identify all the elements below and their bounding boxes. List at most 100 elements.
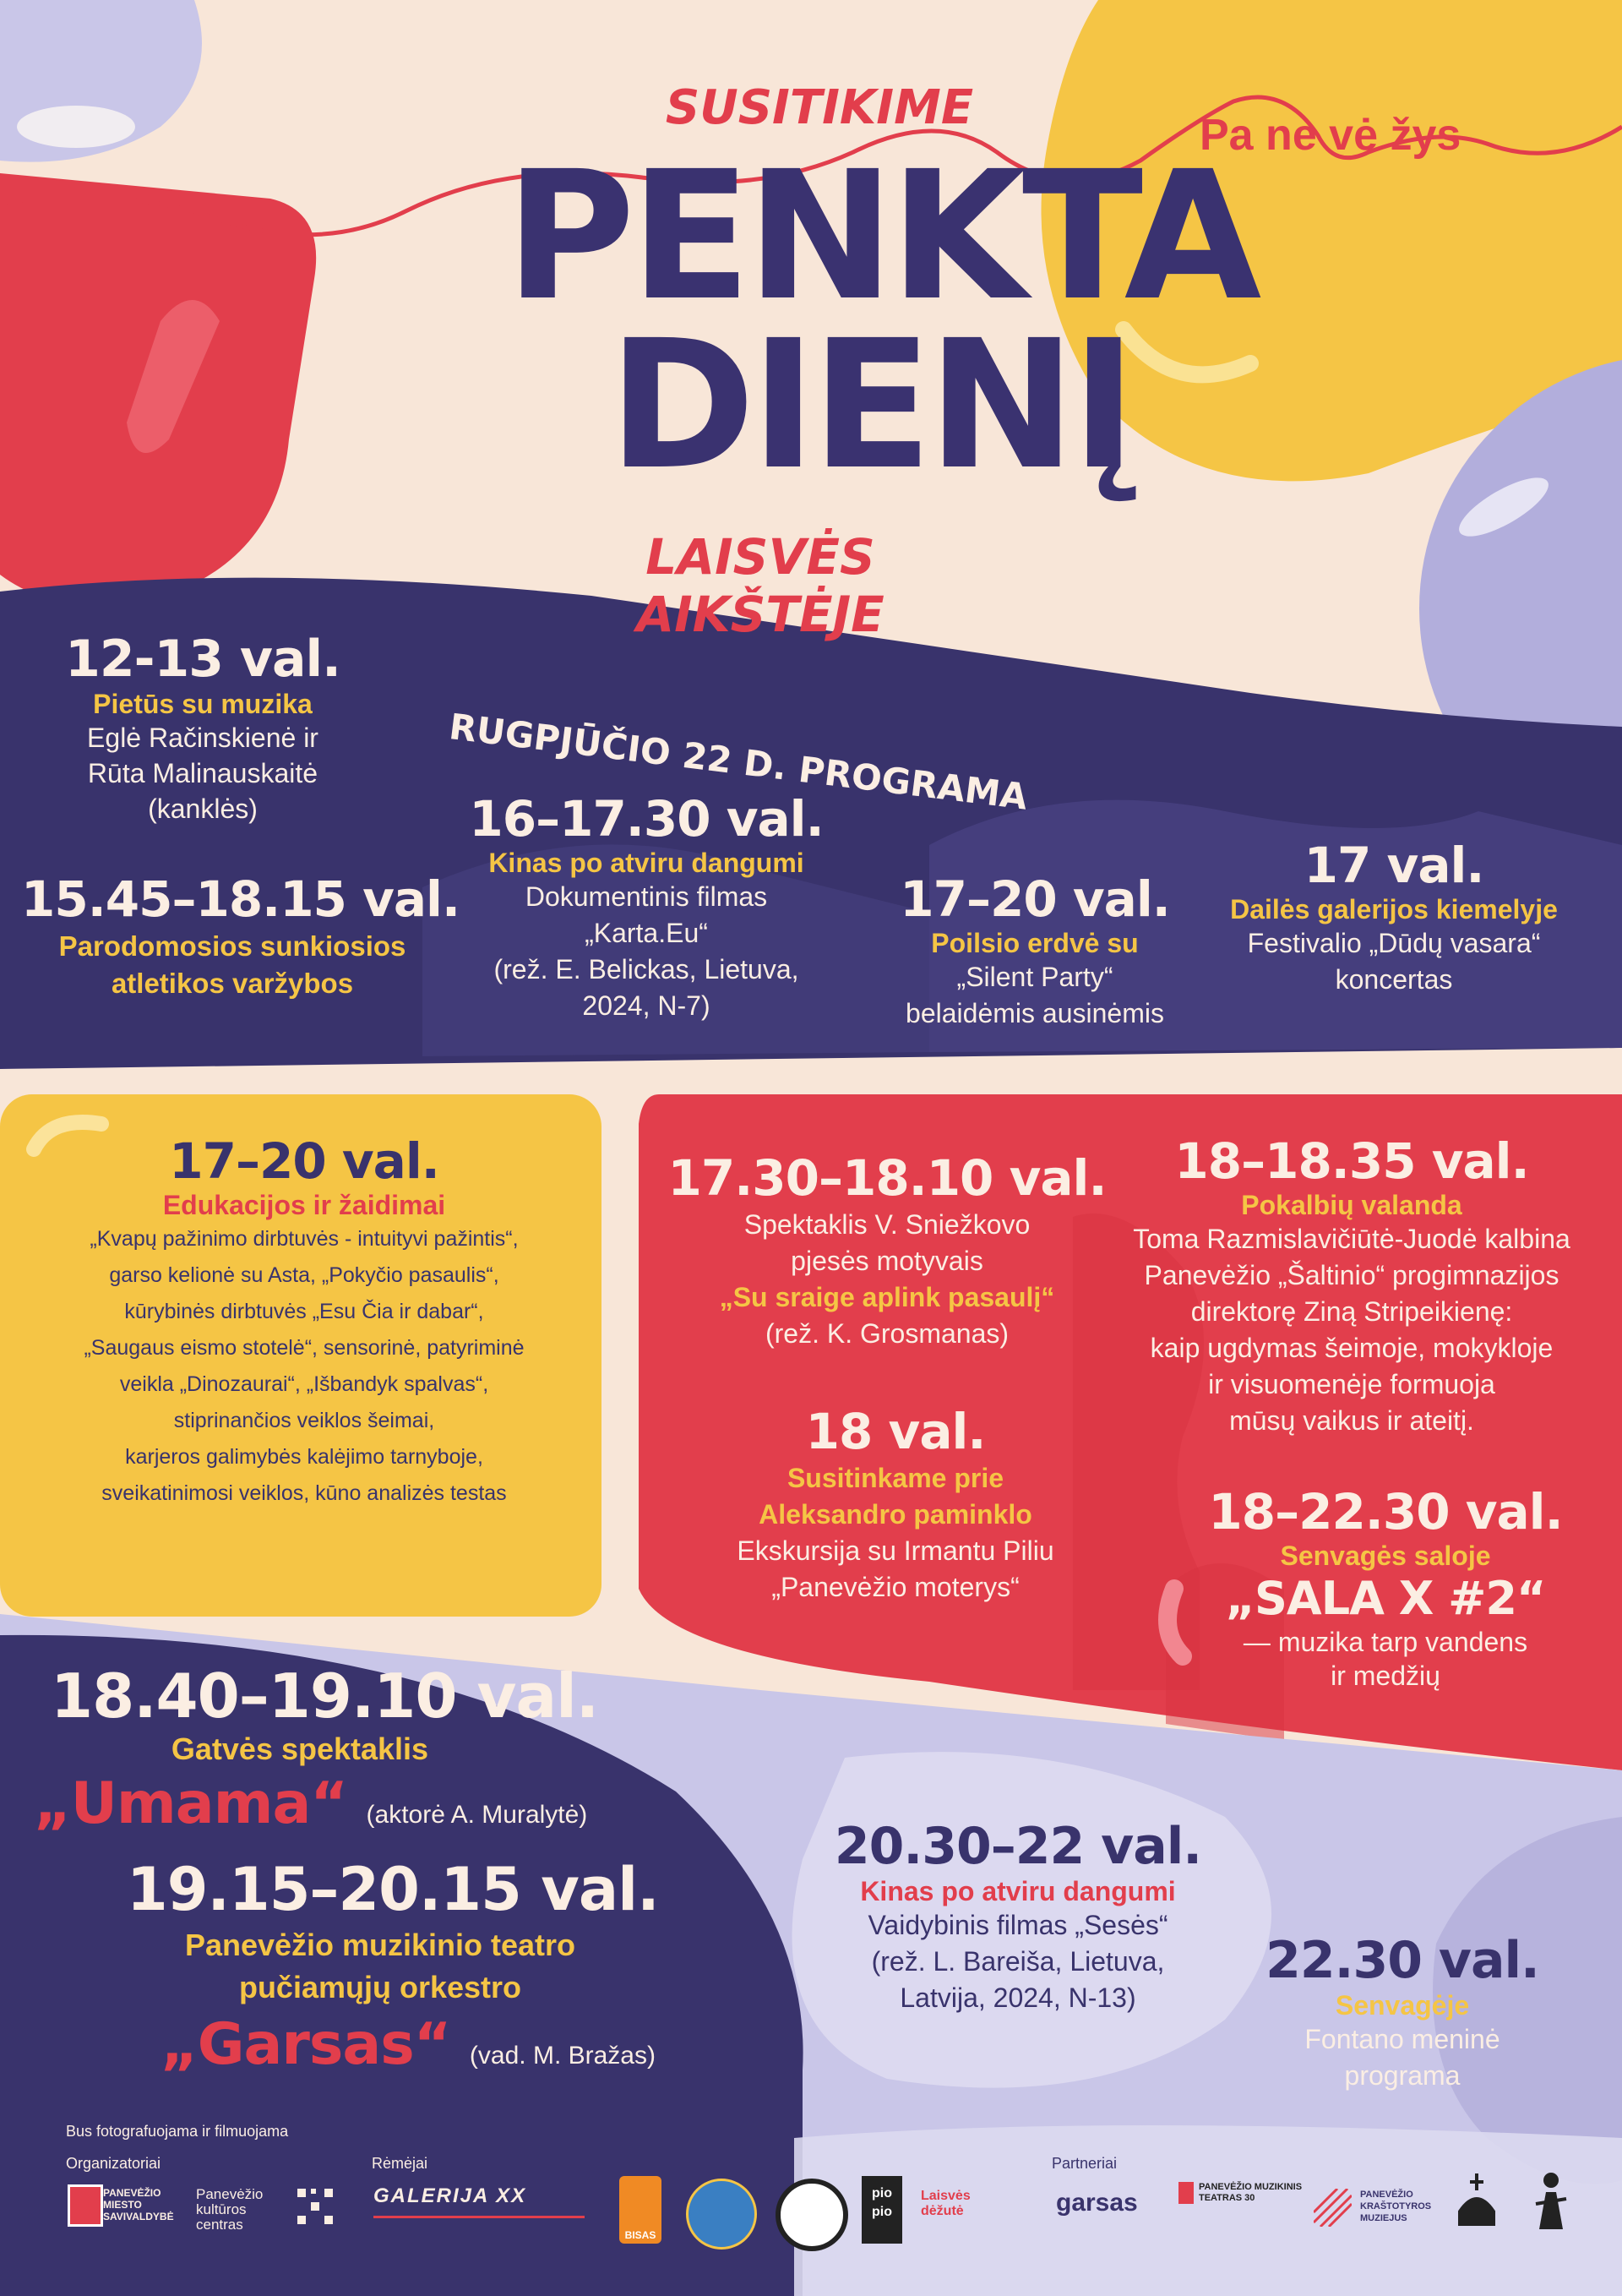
event-line: 2024, N-7) <box>582 990 710 1021</box>
logo-savivaldybe: PANEVĖŽIO MIESTO SAVIVALDYBĖ <box>103 2187 174 2222</box>
event-line: „Saugaus eismo stotelė“, sensorinė, paty… <box>84 1336 525 1360</box>
event-line: Vaidybinis filmas „Sesės“ <box>868 1910 1168 1940</box>
event-name: Dailės galerijos kiemelyje <box>1230 894 1558 924</box>
event-name: Pietūs su muzika <box>93 689 313 719</box>
event-12: 19.15–20.15 val. Panevėžio muzikinio tea… <box>127 1855 660 2009</box>
event-time: 17–20 val. <box>169 1132 439 1190</box>
title-line-1: PENKTA <box>505 133 1261 340</box>
event-11-title: „Umama“ (aktorė A. Muralytė) <box>34 1770 587 1837</box>
event-line: „Kvapų pažinimo dirbtuvės - intuityvi pa… <box>90 1227 519 1251</box>
organizers-label: Organizatoriai <box>66 2155 161 2172</box>
event-name: pučiamųjų orkestro <box>238 1970 522 2004</box>
event-line: pjesės motyvais <box>791 1246 983 1276</box>
event-line: Toma Razmislavičiūtė-Juodė kalbina <box>1133 1224 1570 1254</box>
event-line: ir medžių <box>1331 1661 1440 1691</box>
event-line: kaip ugdymas šeimoje, mokykloje <box>1150 1333 1554 1363</box>
event-line: „Silent Party“ <box>956 962 1113 992</box>
event-9: 18–18.35 val. Pokalbių valanda Toma Razm… <box>1098 1132 1605 1439</box>
partners-label: Partneriai <box>1052 2155 1118 2172</box>
event-12-title: „Garsas“ (vad. M. Bražas) <box>161 2011 656 2078</box>
logo-kulturos-centras: Panevėžio kultūros centras <box>196 2186 264 2233</box>
event-time: 17.30–18.10 val. <box>667 1149 1108 1207</box>
event-name: Kinas po atviru dangumi <box>860 1876 1176 1906</box>
event-name: Panevėžio muzikinio teatro <box>184 1928 576 1962</box>
event-line: Dokumentinis filmas <box>525 881 768 912</box>
event-line: sveikatinimosi veiklos, kūno analizės te… <box>101 1481 507 1505</box>
event-highlight: „Garsas“ <box>161 2011 451 2078</box>
event-name: Gatvės spektaklis <box>171 1732 429 1766</box>
round-blue-logo-icon <box>686 2179 757 2250</box>
event-time: 18 val. <box>805 1403 987 1460</box>
event-line: (rež. E. Belickas, Lietuva, <box>493 954 799 984</box>
title-line-2: DIENĮ <box>608 302 1137 509</box>
event-time: 18–22.30 val. <box>1208 1483 1563 1541</box>
event-line: „Karta.Eu“ <box>585 918 708 948</box>
under-title: LAISVĖS AIKŠTĖJE <box>636 528 884 643</box>
event-4: 17–20 val. Poilsio erdvė su „Silent Part… <box>866 870 1204 1032</box>
event-line: veikla „Dinozaurai“, „Išbandyk spalvas“, <box>119 1372 489 1396</box>
event-name: Senvagės saloje <box>1280 1541 1491 1571</box>
event-name: Kinas po atviru dangumi <box>488 848 804 878</box>
event-line: karjeros galimybės kalėjimo tarnyboje, <box>125 1445 483 1469</box>
event-line: direktorę Ziną Stripeikienę: <box>1190 1296 1513 1327</box>
event-line: — muzika tarp vandens <box>1243 1627 1528 1657</box>
event-13: 20.30–22 val. Kinas po atviru dangumi Va… <box>811 1817 1225 2016</box>
event-line: garso kelionė su Asta, „Pokyčio pasaulis… <box>109 1263 499 1287</box>
event-11: 18.40–19.10 val. Gatvės spektaklis <box>51 1661 599 1767</box>
round-black-logo-icon <box>776 2179 848 2251</box>
event-line: Spektaklis V. Sniežkovo <box>743 1209 1031 1240</box>
logo-bisas: BISAS <box>619 2176 661 2244</box>
event-note: (rež. K. Grosmanas) <box>765 1318 1010 1349</box>
event-name: Edukacijos ir žaidimai <box>162 1190 446 1220</box>
event-10: 18–22.30 val. Senvagės saloje „SALA X #2… <box>1174 1483 1597 1693</box>
event-line: Eglė Račinskienė ir <box>87 723 318 753</box>
event-line: ir visuomenėje formuoja <box>1208 1369 1495 1399</box>
event-time: 16–17.30 val. <box>469 790 824 848</box>
logo-muzikinis-teatras: PANEVĖŽIO MUZIKINIS TEATRAS 30 <box>1178 2182 1325 2204</box>
event-line: (kanklės) <box>148 794 258 824</box>
event-line: Rūta Malinauskaitė <box>87 758 318 788</box>
event-note: (vad. M. Bražas) <box>469 2042 656 2070</box>
over-title: SUSITIKIME <box>665 80 974 135</box>
logo-laisves-dezute: Laisvės dėžutė <box>921 2189 971 2218</box>
event-name: Aleksandro paminklo <box>759 1499 1032 1530</box>
event-name: atletikos varžybos <box>111 968 354 999</box>
event-note: (aktorė A. Muralytė) <box>366 1801 588 1829</box>
event-line: Latvija, 2024, N-13) <box>900 1982 1136 2013</box>
event-name: Poilsio erdvė su <box>931 928 1139 958</box>
logo-galerija: GALERIJA XX <box>373 2184 527 2207</box>
city-logo: Pa ne vė žys <box>1200 111 1461 160</box>
event-time: 22.30 val. <box>1265 1931 1540 1990</box>
event-time: 18.40–19.10 val. <box>51 1661 599 1732</box>
photo-notice: Bus fotografuojama ir filmuojama <box>66 2123 289 2140</box>
event-time: 19.15–20.15 val. <box>127 1855 660 1924</box>
event-line: „Panevėžio moterys“ <box>771 1572 1020 1602</box>
event-name: Pokalbių valanda <box>1241 1190 1462 1220</box>
kulturos-pattern-icon <box>297 2189 335 2226</box>
event-14: 22.30 val. Senvagėje Fontano meninė prog… <box>1259 1931 1546 2094</box>
event-time: 18–18.35 val. <box>1174 1132 1529 1190</box>
muziejus-emblem-icon <box>1312 2187 1353 2228</box>
event-line: kūrybinės dirbtuvės „Esu Čia ir dabar“, <box>124 1300 484 1323</box>
event-6: 17–20 val. Edukacijos ir žaidimai „Kvapų… <box>8 1132 600 1512</box>
event-line: Fontano meninė <box>1304 2024 1500 2054</box>
event-name: Susitinkame prie <box>787 1463 1004 1493</box>
event-1: 12-13 val. Pietūs su muzika Eglė Račinsk… <box>17 630 389 826</box>
event-time: 17 val. <box>1304 837 1485 894</box>
event-time: 12-13 val. <box>65 630 341 689</box>
event-line: Festivalio „Dūdų vasara“ <box>1247 928 1541 958</box>
event-line: koncertas <box>1335 964 1453 995</box>
event-line: stiprinančios veiklos šeimai, <box>173 1409 435 1432</box>
logo-garsas: garsas <box>1056 2189 1138 2217</box>
event-line: belaidėmis ausinėmis <box>906 998 1164 1028</box>
event-8: 18 val. Susitinkame prie Aleksandro pami… <box>684 1403 1107 1606</box>
event-2: 15.45–18.15 val. Parodomosios sunkiosios… <box>21 870 460 1002</box>
event-7: 17.30–18.10 val. Spektaklis V. Sniežkovo… <box>667 1149 1108 1352</box>
sponsors-label: Rėmėjai <box>372 2155 428 2172</box>
event-time: 20.30–22 val. <box>834 1817 1202 1876</box>
event-line: Ekskursija su Irmantu Piliu <box>737 1535 1054 1566</box>
event-name: Parodomosios sunkiosios <box>58 930 406 962</box>
event-name: Senvagėje <box>1335 1990 1470 2021</box>
